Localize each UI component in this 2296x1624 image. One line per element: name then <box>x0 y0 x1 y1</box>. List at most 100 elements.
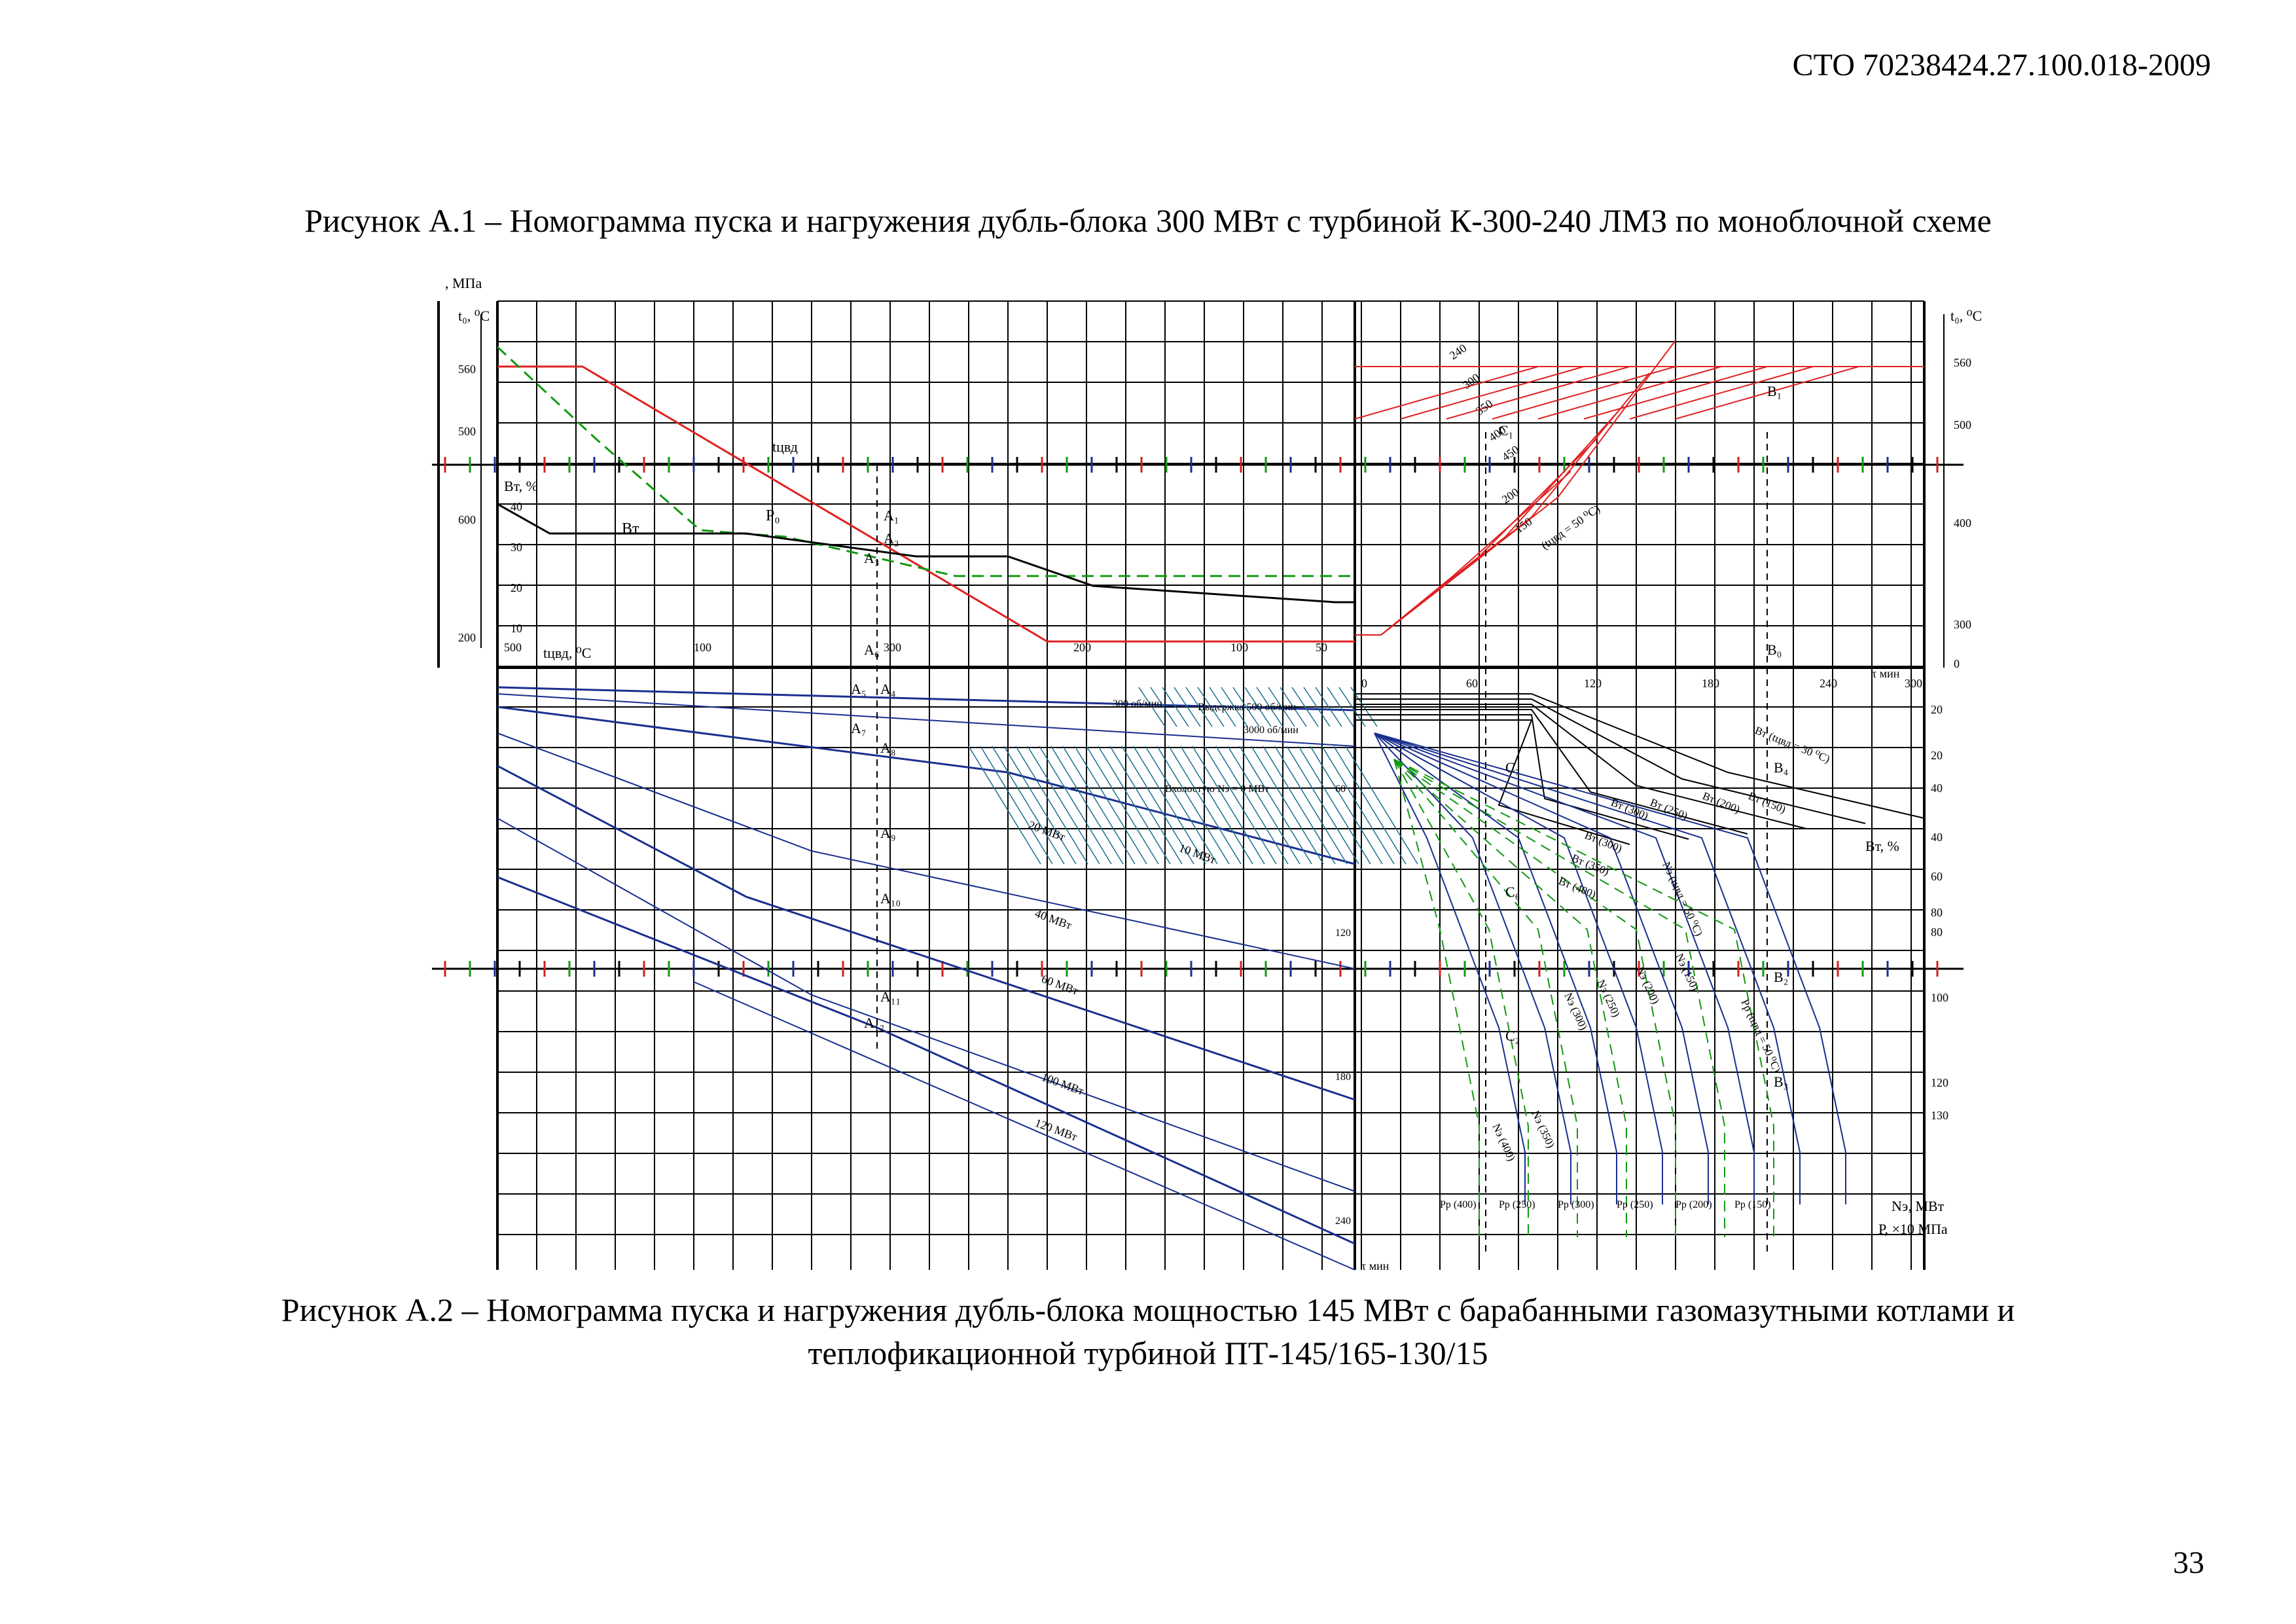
top-left-scale-tick-0: 500 <box>504 641 522 654</box>
hatch-line <box>1180 746 1253 865</box>
top-left-scale-label: tцвд, ⁰С <box>543 645 591 661</box>
label-bottom-p-1: Pр (250) <box>1499 1199 1535 1210</box>
point-right-5: C₆ <box>1505 884 1520 900</box>
hatch-line <box>1157 746 1230 865</box>
time-axis-label-bottom: τ мин <box>1361 1259 1390 1272</box>
left-bt-tick-1: 30 <box>511 541 522 554</box>
right-bt-tick-5: 80 <box>1931 906 1943 919</box>
time-tick-0: 0 <box>1361 677 1367 690</box>
left-t0-tick-0: 560 <box>458 363 476 376</box>
point-right-4: B₄ <box>1774 759 1788 776</box>
label-ne-right-4: Nэ (300) <box>1562 991 1590 1032</box>
right-bt-tick-8: 120 <box>1931 1076 1948 1089</box>
time-tick-5: 300 <box>1905 677 1922 690</box>
hatch-line <box>1145 746 1218 865</box>
label-bt-right-7: Вт (400) <box>1557 875 1598 901</box>
left-mpa-label: , МПа <box>445 275 482 291</box>
hatched-zone <box>968 687 1418 865</box>
label-ne-right-0: Nэ (tцвд = 50 ⁰С) <box>1660 860 1705 938</box>
label-zone-0: 300 об/мин <box>1113 698 1162 710</box>
curve-load-left-6 <box>497 876 1355 1245</box>
label-zone-3: Вхолостую Nэ = 0 МВт <box>1165 784 1269 795</box>
point-left-2: A₃ <box>864 550 880 566</box>
curve-pr-right-2 <box>1393 759 1578 1237</box>
curve-bt-right-2 <box>1355 704 1807 829</box>
top-left-scale-tick-3: 200 <box>1073 641 1091 654</box>
hatch-line <box>1227 746 1300 865</box>
hatch-line <box>1003 746 1077 865</box>
hatch-line <box>1168 746 1242 865</box>
label-bt-right-0: Вт (tцвд = 30 ⁰С) <box>1753 724 1832 765</box>
label-ne-right-2: Nэ (200) <box>1634 965 1662 1006</box>
figure-a2-caption: Рисунок А.2 – Номограмма пуска и нагруже… <box>0 1288 2296 1375</box>
hatch-line-top <box>1244 687 1272 727</box>
point-left-1: A₂ <box>884 530 899 547</box>
hatch-line-top <box>1291 687 1319 727</box>
top-left-scale-tick-1: 100 <box>694 641 711 654</box>
left-lower-tick-0: 600 <box>458 513 476 526</box>
right-bt-tick-1: 20 <box>1931 749 1943 762</box>
curve-pr-right-6 <box>1393 759 1774 1237</box>
point-left-9: A₁₀ <box>880 890 901 907</box>
right-ne-label: Nэ, МВт <box>1892 1198 1945 1214</box>
point-left-10: A₁₁ <box>880 988 901 1005</box>
label-bt: Вт <box>622 520 639 537</box>
hatch-line-top <box>1185 687 1213 727</box>
top-left-scale-tick-5: 50 <box>1316 641 1327 654</box>
hatch-line-top <box>1209 687 1236 727</box>
point-right-7: C₂ <box>1505 1028 1520 1044</box>
label-load-3: 60 МВт <box>1040 972 1081 998</box>
label-bt-right-3: Вт (200) <box>1701 789 1742 816</box>
curve-ne-right-7 <box>1374 732 1846 1204</box>
hatch-line-top <box>1256 687 1283 727</box>
nomogram-curves <box>444 340 1939 1271</box>
hatch-line-top <box>1162 687 1189 727</box>
label-bottom-p-3: Pр (250) <box>1617 1199 1653 1210</box>
hatch-line <box>1333 746 1407 865</box>
curve-load-left-4 <box>497 765 1355 1101</box>
label-bottom-p-5: Pр (150) <box>1734 1199 1771 1210</box>
right-t0-tick-3: 300 <box>1954 618 1971 631</box>
top-left-scale-tick-2: 300 <box>884 641 901 654</box>
curve-ne-right-0 <box>1374 732 1526 1204</box>
curve-pr-right-3 <box>1393 759 1627 1237</box>
right-p-label: Р, ×10 МПа <box>1878 1221 1948 1237</box>
right-t0-tick-4: 0 <box>1954 657 1960 670</box>
curve-pr-right-4 <box>1393 759 1676 1237</box>
curve-p0-left <box>496 346 1355 577</box>
point-left-7: A₈ <box>880 740 896 756</box>
label-zone-1: Выдержка 500 об/мин <box>1198 702 1297 713</box>
curve-t0-right-4 <box>1537 366 1924 420</box>
curve-tcvd-left <box>497 365 1355 643</box>
label-bottom-p-0: Pр (400) <box>1440 1199 1477 1210</box>
hatch-line-top <box>1232 687 1260 727</box>
left-t0-label: t₀, ⁰С <box>458 308 490 324</box>
hatch-line <box>1215 746 1289 865</box>
hatch-line <box>1098 746 1171 865</box>
curve-bt-right-1 <box>1355 698 1866 824</box>
hatch-line <box>1133 746 1206 865</box>
hatch-line-top <box>1138 687 1166 727</box>
right-bt-label: Вт, % <box>1865 838 1899 854</box>
nomogram-grid-thick <box>432 301 1964 1270</box>
curve-t0-right-7 <box>1675 366 1924 420</box>
point-left-8: A₉ <box>880 825 896 841</box>
hatch-line <box>968 746 1041 865</box>
right-bt-tick-0: 20 <box>1931 703 1943 716</box>
label-temp-right-0: 240 <box>1447 341 1469 362</box>
curve-load-left-7 <box>693 981 1355 1271</box>
curve-pr-right-1 <box>1393 759 1529 1237</box>
hatch-line <box>1027 746 1100 865</box>
curve-ne-right-5 <box>1374 732 1755 1204</box>
label-bottom-p-4: Pр (200) <box>1676 1199 1712 1210</box>
hatch-line <box>1039 746 1112 865</box>
hatch-line <box>1321 746 1395 865</box>
time-tick-4: 240 <box>1820 677 1837 690</box>
curve-load-left-5 <box>497 818 1355 1192</box>
hatch-line-top <box>1221 687 1248 727</box>
hatch-line <box>980 746 1053 865</box>
time-tick-1: 60 <box>1466 677 1478 690</box>
curve-bt-right-5 <box>1355 719 1630 845</box>
left-bt-tick-0: 40 <box>511 500 522 513</box>
